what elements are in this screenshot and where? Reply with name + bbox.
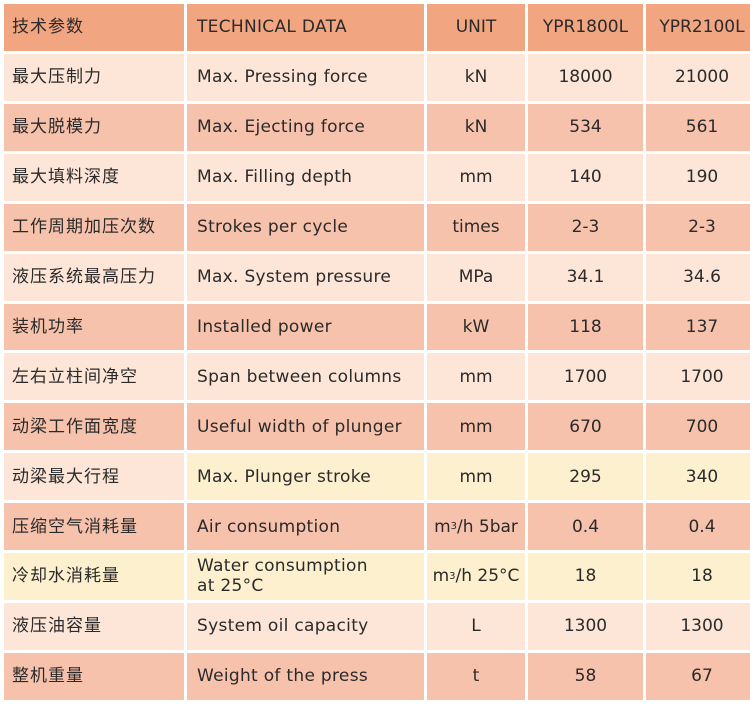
param-en: Span between columns — [187, 353, 424, 401]
value-model-1: 140 — [528, 153, 643, 201]
value-model-1: 2-3 — [528, 203, 643, 251]
param-unit: mm — [427, 153, 525, 201]
value-model-2: 2-3 — [646, 203, 750, 251]
value-model-1: 18 — [528, 553, 643, 601]
value-model-2: 18 — [646, 553, 750, 601]
param-en: Max. Filling depth — [187, 153, 424, 201]
param-unit: t — [427, 653, 525, 700]
header-cn: 技术参数 — [4, 4, 184, 51]
value-model-2: 561 — [646, 103, 750, 151]
param-unit: L — [427, 603, 525, 651]
param-en: Installed power — [187, 303, 424, 351]
param-cn: 最大脱模力 — [4, 103, 184, 151]
unit-base: m — [432, 566, 450, 587]
value-model-2: 340 — [646, 453, 750, 501]
value-model-1: 670 — [528, 403, 643, 451]
technical-data-table: 技术参数 TECHNICAL DATA UNIT YPR1800L YPR210… — [4, 4, 750, 700]
param-unit: mm — [427, 453, 525, 501]
param-unit: m 3/h 25°C — [427, 553, 525, 601]
param-unit: MPa — [427, 253, 525, 301]
value-model-1: 0.4 — [528, 503, 643, 551]
param-en: Max. Ejecting force — [187, 103, 424, 151]
value-model-2: 190 — [646, 153, 750, 201]
param-en-line-2: at 25°C — [197, 575, 264, 596]
param-cn: 液压油容量 — [4, 603, 184, 651]
value-model-2: 700 — [646, 403, 750, 451]
param-cn: 整机重量 — [4, 653, 184, 700]
param-en: System oil capacity — [187, 603, 424, 651]
param-cn: 工作周期加压次数 — [4, 203, 184, 251]
param-unit: mm — [427, 353, 525, 401]
param-en: Strokes per cycle — [187, 203, 424, 251]
unit-rest: /h 5bar — [457, 516, 518, 537]
header-en: TECHNICAL DATA — [187, 4, 424, 51]
value-model-2: 1700 — [646, 353, 750, 401]
value-model-2: 0.4 — [646, 503, 750, 551]
param-en: Max. Plunger stroke — [187, 453, 424, 501]
value-model-1: 295 — [528, 453, 643, 501]
param-cn: 动梁最大行程 — [4, 453, 184, 501]
header-unit: UNIT — [427, 4, 525, 51]
value-model-1: 1700 — [528, 353, 643, 401]
unit-base: m — [434, 516, 451, 537]
param-unit: kN — [427, 103, 525, 151]
header-model-2: YPR2100L — [646, 4, 750, 51]
param-cn: 动梁工作面宽度 — [4, 403, 184, 451]
value-model-1: 1300 — [528, 603, 643, 651]
value-model-2: 137 — [646, 303, 750, 351]
value-model-1: 118 — [528, 303, 643, 351]
value-model-2: 1300 — [646, 603, 750, 651]
param-en: Weight of the press — [187, 653, 424, 700]
param-unit: kN — [427, 53, 525, 101]
param-cn: 最大压制力 — [4, 53, 184, 101]
param-cn: 压缩空气消耗量 — [4, 503, 184, 551]
unit-rest: /h 25°C — [455, 566, 520, 587]
value-model-2: 67 — [646, 653, 750, 700]
value-model-1: 18000 — [528, 53, 643, 101]
param-en: Max. System pressure — [187, 253, 424, 301]
param-en: Air consumption — [187, 503, 424, 551]
param-unit: m 3/h 5bar — [427, 503, 525, 551]
param-unit: times — [427, 203, 525, 251]
param-unit: mm — [427, 403, 525, 451]
param-en: Max. Pressing force — [187, 53, 424, 101]
value-model-1: 534 — [528, 103, 643, 151]
header-model-1: YPR1800L — [528, 4, 643, 51]
value-model-1: 34.1 — [528, 253, 643, 301]
value-model-2: 21000 — [646, 53, 750, 101]
param-en: Useful width of plunger — [187, 403, 424, 451]
param-en: Water consumption at 25°C — [187, 553, 424, 601]
param-cn: 冷却水消耗量 — [4, 553, 184, 601]
value-model-2: 34.6 — [646, 253, 750, 301]
value-model-1: 58 — [528, 653, 643, 700]
param-cn: 左右立柱间净空 — [4, 353, 184, 401]
param-cn: 装机功率 — [4, 303, 184, 351]
param-unit: kW — [427, 303, 525, 351]
param-cn: 液压系统最高压力 — [4, 253, 184, 301]
param-cn: 最大填料深度 — [4, 153, 184, 201]
param-en-line-1: Water consumption — [197, 556, 368, 577]
